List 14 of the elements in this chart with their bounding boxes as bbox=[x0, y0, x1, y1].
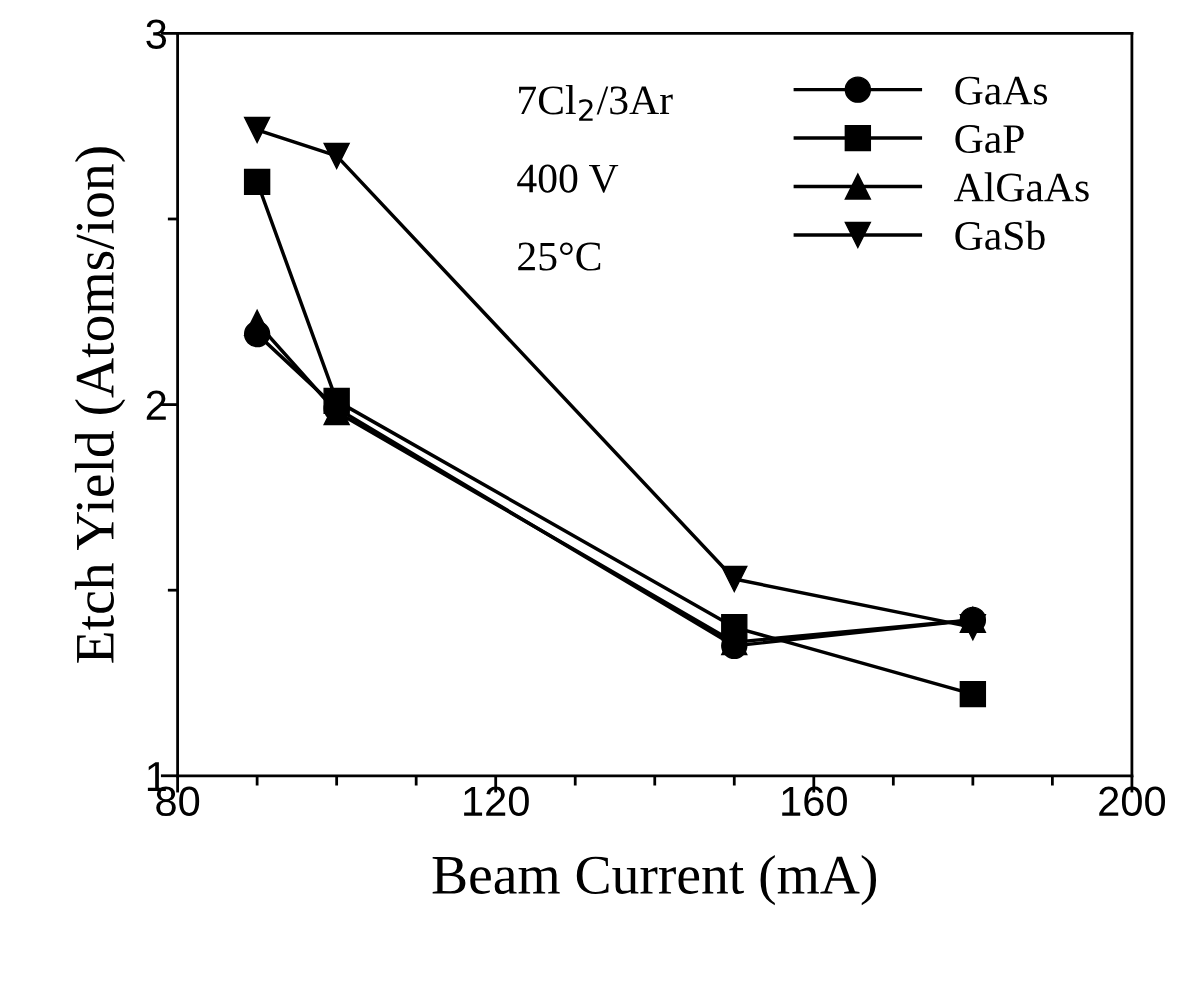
annotation: 400 V bbox=[517, 164, 619, 193]
annotation: 25°C bbox=[518, 242, 601, 271]
legend-label: AlGaAs bbox=[954, 172, 1089, 202]
legend-label: GaAs bbox=[955, 76, 1048, 105]
x-tick-label: 120 bbox=[464, 786, 529, 817]
legend-label: GaP bbox=[955, 125, 1024, 154]
legend-label: GaSb bbox=[955, 220, 1045, 250]
x-tick-label: 200 bbox=[1099, 786, 1166, 817]
annotation: 7Cl$_{2}$/3Ar bbox=[519, 85, 673, 121]
x-axis-title: Beam Current (mA) bbox=[432, 854, 877, 906]
x-tick-label: 160 bbox=[782, 786, 847, 817]
y-axis-title: Etch Yield (Atoms/ion) bbox=[74, 147, 126, 663]
y-tick-label: 2 bbox=[146, 390, 166, 420]
y-tick-label: 3 bbox=[146, 19, 167, 49]
